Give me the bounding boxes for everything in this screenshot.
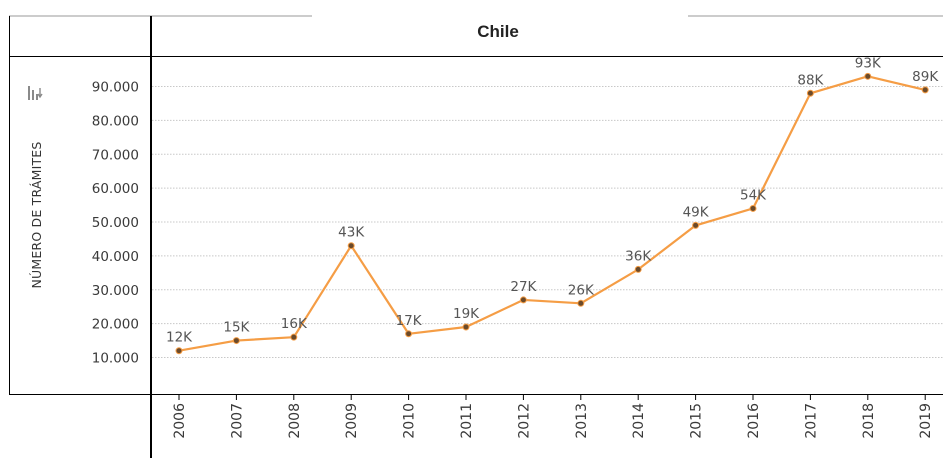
data-label: 15K (223, 320, 250, 336)
data-point[interactable] (806, 89, 814, 97)
y-tick-label: 60.000 (92, 181, 139, 197)
data-labels: 12K 15K 16K 43K 17K 19K 27K 26K 36K 49K 54K 88K 93K 8… (166, 55, 939, 345)
y-tick-label: 30.000 (92, 283, 139, 299)
data-label: 19K (453, 306, 480, 322)
y-tick-label: 40.000 (92, 249, 139, 265)
y-tick-label: 10.000 (92, 351, 139, 367)
y-tick-label: 80.000 (92, 113, 139, 129)
y-tick-label: 50.000 (92, 215, 139, 231)
data-label: 49K (683, 204, 710, 220)
data-point[interactable] (921, 86, 929, 94)
data-point[interactable] (519, 296, 527, 304)
x-axis-ticks: 2006 2007 2008 2009 2010 2011 2012 2013 2014 2015… (172, 395, 934, 439)
data-point[interactable] (405, 330, 413, 338)
data-point[interactable] (290, 333, 298, 341)
data-label: 12K (166, 330, 193, 346)
y-tick-label: 20.000 (92, 317, 139, 333)
data-label: 17K (396, 313, 423, 329)
x-tick-label: 2007 (229, 403, 245, 439)
x-tick-label: 2018 (861, 403, 877, 439)
y-axis-ticks: 10.000 20.000 30.000 40.000 50.000 60.000 70.0… (92, 80, 139, 367)
data-label: 89K (912, 69, 939, 85)
x-tick-label: 2012 (516, 403, 532, 439)
x-tick-label: 2006 (172, 403, 188, 439)
data-point[interactable] (175, 347, 183, 355)
data-label: 26K (568, 282, 595, 298)
chart-frame (9, 15, 943, 458)
y-tick-label: 70.000 (92, 147, 139, 163)
data-label: 36K (625, 248, 652, 264)
x-tick-label: 2015 (689, 403, 705, 439)
grid-lines (152, 86, 943, 358)
data-label: 93K (855, 55, 882, 71)
chart-title: Chile (477, 22, 519, 41)
x-tick-label: 2010 (402, 403, 418, 439)
y-axis-label: NÚMERO DE TRÁMITES (29, 141, 44, 288)
data-label: 16K (281, 316, 308, 332)
data-point[interactable] (347, 242, 355, 250)
data-point[interactable] (749, 204, 757, 212)
x-tick-label: 2008 (287, 403, 303, 439)
data-label: 43K (338, 225, 365, 241)
x-tick-label: 2019 (918, 403, 934, 439)
x-tick-label: 2009 (344, 403, 360, 439)
data-point[interactable] (864, 72, 872, 80)
y-tick-label: 90.000 (92, 80, 139, 96)
data-point[interactable] (462, 323, 470, 331)
x-tick-label: 2016 (746, 403, 762, 439)
data-point[interactable] (634, 265, 642, 273)
data-point[interactable] (692, 221, 700, 229)
data-label: 27K (510, 279, 537, 295)
series-line-layer (178, 75, 926, 352)
data-label: 88K (797, 72, 824, 88)
data-point[interactable] (232, 337, 240, 345)
sort-icon[interactable] (28, 86, 43, 100)
data-points (175, 72, 929, 355)
x-tick-label: 2011 (459, 403, 475, 439)
x-tick-label: 2017 (803, 403, 819, 439)
data-point[interactable] (577, 299, 585, 307)
x-tick-label: 2013 (574, 403, 590, 439)
x-tick-label: 2014 (631, 403, 647, 439)
data-label: 54K (740, 187, 767, 203)
series-line (178, 75, 926, 352)
